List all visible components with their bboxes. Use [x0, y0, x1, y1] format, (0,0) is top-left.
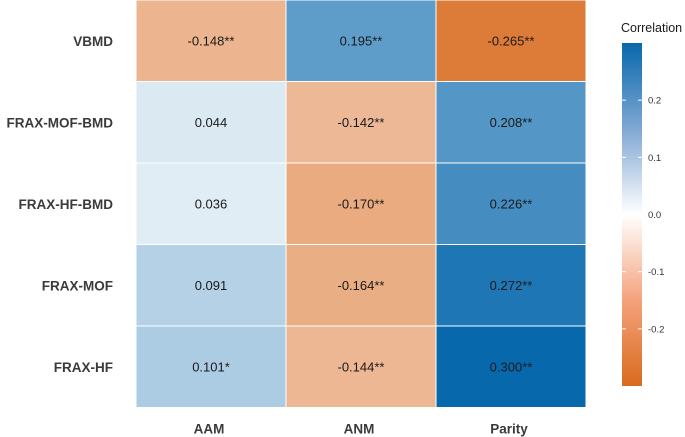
legend-ticks: 0.2 0.1 0.0 -0.1 -0.2 — [622, 96, 664, 335]
cell-value-label: 0.036 — [195, 196, 228, 211]
cell-value-label: 0.044 — [195, 115, 228, 130]
heatmap-cell — [285, 0, 437, 82]
legend-tick-label: -0.1 — [648, 267, 664, 278]
cell-value-label: 0.300** — [490, 359, 533, 374]
heatmap-cell — [285, 81, 437, 164]
cell-value-label: -0.144** — [338, 359, 385, 374]
legend-colorbar — [622, 43, 642, 386]
column-label: AAM — [194, 422, 225, 437]
heatmap-cell — [435, 325, 587, 408]
cell-value-label: -0.148** — [188, 33, 235, 48]
cell-value-label: -0.265** — [488, 33, 535, 48]
heatmap-cell-labels: -0.148** 0.195** -0.265** 0.044 -0.142** 0.20… — [188, 33, 535, 374]
column-label: Parity — [490, 422, 528, 437]
heatmap-cell — [135, 81, 287, 164]
heatmap-cell — [135, 325, 287, 408]
cell-value-label: 0.091 — [195, 278, 228, 293]
row-labels: VBMD FRAX-MOF-BMD FRAX-HF-BMD FRAX-MOF FRAX-… — [7, 34, 114, 375]
row-label: FRAX-MOF-BMD — [7, 115, 114, 130]
row-label: VBMD — [73, 34, 113, 49]
legend-tick-label: -0.2 — [648, 324, 664, 335]
heatmap-cell — [435, 244, 587, 327]
cell-value-label: 0.226** — [490, 196, 533, 211]
heatmap-cells — [135, 0, 587, 408]
legend-title: Correlation — [621, 21, 682, 35]
cell-value-label: 0.195** — [340, 33, 383, 48]
cell-value-label: -0.164** — [338, 278, 385, 293]
legend-tick-label: 0.2 — [648, 96, 661, 107]
heatmap-cell — [285, 325, 437, 408]
heatmap-cell — [435, 0, 587, 82]
heatmap-cell — [135, 244, 287, 327]
cell-value-label: -0.170** — [338, 196, 385, 211]
heatmap-cell — [285, 162, 437, 245]
heatmap-cell — [135, 162, 287, 245]
cell-value-label: 0.272** — [490, 278, 533, 293]
legend-tick-label: 0.0 — [648, 210, 661, 221]
color-legend: Correlation 0.2 0.1 0.0 -0.1 -0.2 — [621, 21, 682, 386]
row-label: FRAX-HF-BMD — [19, 197, 114, 212]
column-labels: AAM ANM Parity — [194, 422, 529, 437]
row-label: FRAX-HF — [54, 360, 113, 375]
heatmap-cell — [285, 244, 437, 327]
row-label: FRAX-MOF — [42, 278, 113, 293]
cell-value-label: 0.101* — [192, 359, 230, 374]
cell-value-label: -0.142** — [338, 115, 385, 130]
legend-tick-label: 0.1 — [648, 153, 661, 164]
heatmap-cell — [435, 81, 587, 164]
heatmap-cell — [135, 0, 287, 82]
cell-value-label: 0.208** — [490, 115, 533, 130]
column-label: ANM — [344, 422, 375, 437]
